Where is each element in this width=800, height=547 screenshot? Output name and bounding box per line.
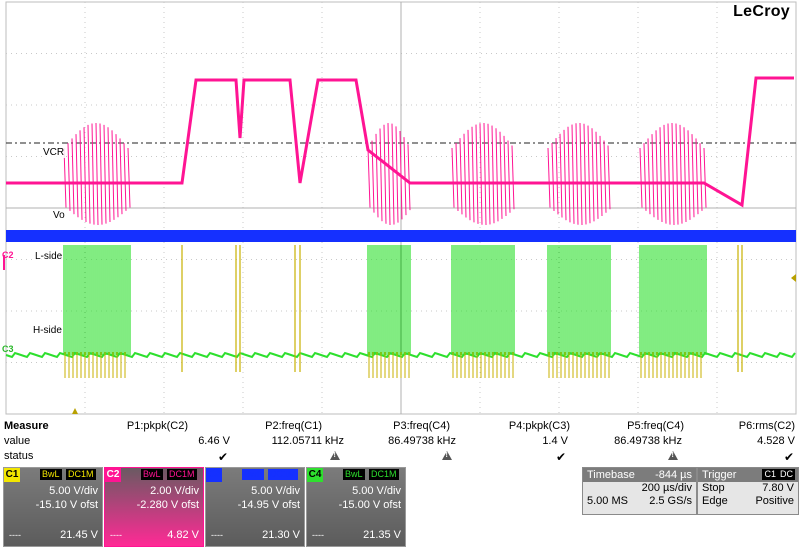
line-style: ----	[9, 530, 21, 540]
param-value-3: 86.49738 kHz	[388, 435, 456, 447]
trace-layer	[3, 76, 796, 414]
vcr-burst	[63, 122, 131, 226]
channel-tag: C2	[105, 468, 121, 482]
param-name-6[interactable]: P6:rms(C2)	[738, 420, 795, 432]
bandwidth-limit-badge: BwL	[242, 469, 264, 480]
waveform-display[interactable]: LeCroy VCR Vo L-side H-side C2 C3	[0, 0, 800, 420]
coupling-badge: DC1M	[268, 469, 298, 480]
trigger-type: Edge	[702, 495, 728, 507]
offset: -14.95 V ofst	[237, 499, 300, 511]
channel-level: 21.35 V	[363, 529, 401, 541]
trigger-coupling: DC	[778, 469, 795, 480]
trigger-level: 7.80 V	[762, 482, 794, 494]
channel-tag: C3	[206, 468, 222, 482]
trigger-mode: Stop	[702, 482, 725, 494]
measure-panel: Measure P1:pkpk(C2) P2:freq(C1) P3:freq(…	[0, 420, 800, 466]
offset: -2.280 V ofst	[136, 499, 199, 511]
coupling-badge: DC1M	[66, 469, 96, 480]
trigger-label: Trigger	[702, 469, 737, 481]
channel-level: 21.30 V	[262, 529, 300, 541]
param-value-5: 86.49738 kHz	[614, 435, 682, 447]
hside-burst	[368, 352, 410, 378]
hside-burst	[640, 352, 702, 378]
trace-label-vo: Vo	[52, 210, 66, 221]
vcr-burst	[639, 122, 707, 226]
channel-tag: C4	[307, 468, 323, 482]
lside-burst	[367, 245, 411, 355]
line-style: ----	[312, 530, 324, 540]
trigger-level-marker	[791, 274, 796, 282]
c3-ground-marker[interactable]: C3	[2, 344, 14, 354]
offset: -15.10 V ofst	[35, 499, 98, 511]
lside-burst	[639, 245, 707, 355]
hside-burst	[452, 352, 514, 378]
brand-logo: LeCroy	[731, 3, 792, 21]
status-ok-icon: ✔	[217, 450, 228, 464]
channel-tag: C1	[4, 468, 20, 482]
bandwidth-limit-badge: BwL	[141, 469, 163, 480]
channel-box-c3[interactable]: C3 BwL DC1M 5.00 V/div -14.95 V ofst ---…	[205, 467, 305, 547]
channel-box-c2[interactable]: C2 BwL DC1M 2.00 V/div -2.280 V ofst ---…	[104, 467, 204, 547]
trigger-slope: Positive	[755, 495, 794, 507]
vcr-burst	[367, 123, 411, 225]
param-value-6: 4.528 V	[757, 435, 795, 447]
vcr-burst	[451, 123, 515, 225]
trace-label-lside: L-side	[34, 251, 64, 262]
trace-label-vcr: VCR	[42, 147, 66, 158]
line-style: ----	[110, 530, 122, 540]
timebase-label: Timebase	[587, 469, 635, 481]
trigger-position-marker	[72, 408, 78, 414]
coupling-badge: DC1M	[167, 469, 197, 480]
param-value-4: 1.4 V	[542, 435, 568, 447]
param-name-1[interactable]: P1:pkpk(C2)	[126, 420, 188, 432]
status-warning-icon	[442, 450, 452, 462]
lside-burst	[63, 245, 131, 355]
trigger-box[interactable]: Trigger C1 DC Stop 7.80 V Edge Positive	[697, 467, 799, 515]
vcr-burst	[547, 123, 611, 225]
param-name-2[interactable]: P2:freq(C1)	[265, 420, 322, 432]
offset: -15.00 V ofst	[338, 499, 401, 511]
lside-burst	[451, 245, 515, 355]
trace-label-hside: H-side	[32, 325, 63, 336]
param-name-5[interactable]: P5:freq(C4)	[627, 420, 684, 432]
status-warning-icon	[330, 450, 340, 462]
vo-trace	[6, 230, 796, 242]
param-value-1: 6.46 V	[198, 435, 230, 447]
coupling-badge: DC1M	[369, 469, 399, 480]
bandwidth-limit-badge: BwL	[343, 469, 365, 480]
hside-burst	[64, 352, 126, 378]
hside-burst	[548, 352, 610, 378]
param-name-4[interactable]: P4:pkpk(C3)	[508, 420, 570, 432]
bandwidth-limit-badge: BwL	[40, 469, 62, 480]
status-ok-icon: ✔	[783, 450, 794, 464]
time-per-div: 200 µs/div	[641, 482, 692, 494]
timebase-box[interactable]: Timebase -844 µs 200 µs/div 5.00 MS 2.5 …	[582, 467, 697, 515]
lside-burst	[547, 245, 611, 355]
measure-title: Measure	[4, 420, 49, 432]
trigger-source: C1	[762, 469, 778, 480]
channel-box-c4[interactable]: C4 BwL DC1M 5.00 V/div -15.00 V ofst ---…	[306, 467, 406, 547]
measure-value-label: value	[4, 435, 31, 447]
status-warning-icon	[668, 450, 678, 462]
status-ok-icon: ✔	[555, 450, 566, 464]
volts-per-div: 2.00 V/div	[150, 485, 199, 497]
volts-per-div: 5.00 V/div	[251, 485, 300, 497]
sample-rate: 2.5 GS/s	[649, 495, 692, 507]
sample-count: 5.00 MS	[587, 495, 628, 507]
timebase-delay: -844 µs	[655, 469, 692, 481]
c2-ground-marker[interactable]: C2	[2, 250, 14, 260]
channel-level: 4.82 V	[167, 529, 199, 541]
volts-per-div: 5.00 V/div	[352, 485, 401, 497]
param-value-2: 112.05711 kHz	[271, 435, 344, 447]
param-name-3[interactable]: P3:freq(C4)	[393, 420, 450, 432]
channel-box-c1[interactable]: C1 BwL DC1M 5.00 V/div -15.10 V ofst ---…	[3, 467, 103, 547]
measure-status-label: status	[4, 450, 34, 462]
channel-level: 21.45 V	[60, 529, 98, 541]
line-style: ----	[211, 530, 223, 540]
volts-per-div: 5.00 V/div	[49, 485, 98, 497]
